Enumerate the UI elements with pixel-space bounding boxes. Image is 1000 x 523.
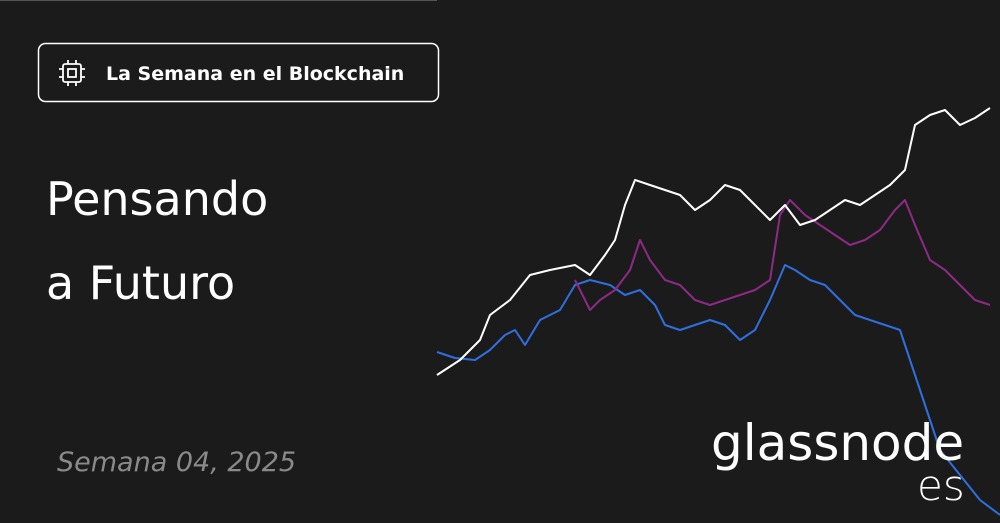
subtitle: Semana 04, 2025 xyxy=(57,447,296,478)
purple-line xyxy=(574,199,991,311)
logo-name: glassnode xyxy=(711,414,964,472)
chip-icon xyxy=(59,60,85,86)
logo-suffix: es xyxy=(917,461,965,510)
white-line xyxy=(436,107,991,376)
decorative-lines xyxy=(436,107,1000,516)
badge-label: La Semana en el Blockchain xyxy=(106,63,404,85)
badge-frame xyxy=(37,42,440,103)
blue-line xyxy=(436,264,1000,516)
title-line: a Futuro xyxy=(46,256,235,310)
title-line: Pensando xyxy=(46,172,268,226)
